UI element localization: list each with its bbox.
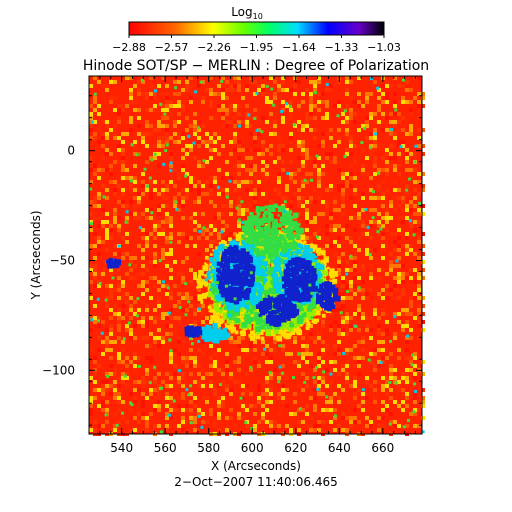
colorbar-tick-label: −2.57 bbox=[155, 41, 189, 54]
y-tick-label: −50 bbox=[50, 253, 75, 267]
colorbar: Log10 −2.88 −2.57 −2.26 −1.95 −1.64 −1.33 −1.0… bbox=[112, 5, 401, 54]
plot-title: Hinode SOT/SP − MERLIN : Degree of Polar… bbox=[83, 58, 429, 74]
x-tick-label: 620 bbox=[284, 441, 307, 455]
active-region bbox=[89, 77, 425, 434]
polarization-map bbox=[89, 76, 425, 436]
x-tick-label: 580 bbox=[197, 441, 220, 455]
x-tick-label: 600 bbox=[241, 441, 264, 455]
colorbar-bar bbox=[128, 21, 385, 36]
colorbar-tick-label: −1.95 bbox=[240, 41, 274, 54]
observation-date: 2−Oct−2007 11:40:06.465 bbox=[174, 475, 337, 489]
colorbar-tick-label: −1.03 bbox=[367, 41, 401, 54]
y-axis-ticks: 0 −50 −100 bbox=[42, 95, 422, 426]
x-tick-label: 560 bbox=[154, 441, 177, 455]
x-tick-label: 660 bbox=[371, 441, 394, 455]
y-axis-label: Y (Arcseconds) bbox=[29, 210, 43, 300]
x-tick-label: 640 bbox=[328, 441, 351, 455]
colorbar-tick-label: −1.64 bbox=[282, 41, 316, 54]
colorbar-tick-label: −1.33 bbox=[325, 41, 359, 54]
plot-frame bbox=[88, 75, 423, 435]
y-tick-label: 0 bbox=[67, 144, 75, 158]
colorbar-ticks: −2.88 −2.57 −2.26 −1.95 −1.64 −1.33 −1.03 bbox=[112, 35, 401, 54]
colorbar-title-subscript: 10 bbox=[253, 12, 263, 21]
x-tick-label: 540 bbox=[110, 441, 133, 455]
colorbar-title-text: Log bbox=[231, 5, 252, 19]
colorbar-tick-label: −2.26 bbox=[197, 41, 231, 54]
x-axis-ticks: 540 560 580 600 620 640 660 bbox=[99, 76, 416, 455]
y-tick-label: −100 bbox=[42, 363, 75, 377]
colorbar-title: Log10 bbox=[231, 5, 263, 21]
x-axis-label: X (Arcseconds) bbox=[211, 459, 301, 473]
colorbar-tick-label: −2.88 bbox=[112, 41, 146, 54]
